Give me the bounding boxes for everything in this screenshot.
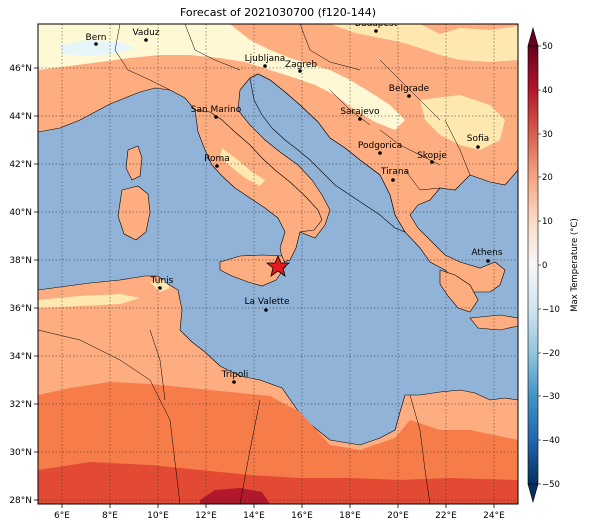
city-dot-athens [486,259,490,263]
city-dot-belgrade [407,94,411,98]
lon-tick-8e: 8°E [102,511,118,521]
cb-tick-20: 20 [542,173,553,183]
colorbar: 50 40 30 20 10 0 −10 −20 −30 −40 −50 Max… [527,26,580,504]
city-dot-vaduz [144,38,148,42]
cb-tick-40: 40 [542,86,553,96]
lon-tick-20e: 20°E [387,511,409,521]
city-label-san-marino: San Marino [191,105,242,115]
lat-tick-36n: 36°N [9,304,32,314]
city-label-sofia: Sofia [467,134,489,144]
city-dot-budapest [374,29,378,33]
tunisia-cool-band [150,280,170,292]
grid-lines [38,24,518,504]
city-dot-bern [94,42,98,46]
city-dot-tunis [158,286,162,290]
lon-tick-14e: 14°E [243,511,265,521]
lon-tick-16e: 16°E [291,511,313,521]
city-label-podgorica: Podgorica [358,141,402,151]
city-label-vaduz: Vaduz [132,28,159,38]
lat-tick-28n: 28°N [9,496,32,506]
cb-tick-minus50: −50 [542,480,560,490]
hungary-cool-band [330,24,518,62]
cb-tick-50: 50 [542,42,553,52]
city-dot-zagreb [298,69,302,73]
city-label-roma: Roma [204,154,230,164]
city-dot-san-marino [214,115,218,119]
sardinia-land [117,185,151,241]
city-label-budapest: Budapest [355,19,398,29]
city-label-bern: Bern [86,33,107,43]
city-dot-skopje [430,160,434,164]
city-dot-roma [215,164,219,168]
city-dot-sarajevo [358,117,362,121]
balkan-warm-patch [420,95,505,150]
map-title: Forecast of 2021030700 (f120-144) [179,6,377,19]
map-area: Bern Vaduz Budapest Ljubljana Zagreb Bel… [38,19,518,504]
lat-tick-44n: 44°N [9,112,32,122]
country-borders [38,24,471,504]
cb-tick-0: 0 [542,261,547,271]
city-dot-ljubljana [263,64,267,68]
greece-south-land [439,269,479,313]
lat-tick-38n: 38°N [9,256,32,266]
city-label-tripoli: Tripoli [221,370,249,380]
cb-tick-minus10: −10 [542,305,560,315]
lon-tick-6e: 6°E [54,511,70,521]
lon-tick-10e: 10°E [147,511,169,521]
lat-tick-40n: 40°N [9,208,32,218]
city-dot-podgorica [378,151,382,155]
city-dot-tirana [391,178,395,182]
axis-ticks [34,67,495,508]
lat-tick-labels: 46°N 44°N 42°N 40°N 38°N 36°N 34°N 32°N … [9,64,32,506]
city-label-tirana: Tirana [380,167,409,177]
city-dot-la-valette [264,308,268,312]
colorbar-gradient [527,45,539,485]
cb-tick-30: 30 [542,130,553,140]
city-label-zagreb: Zagreb [285,60,317,70]
cb-tick-minus30: −30 [542,392,560,402]
colorbar-min-arrow [527,483,539,504]
lat-tick-34n: 34°N [9,352,32,362]
city-label-skopje: Skopje [417,151,447,161]
city-label-sarajevo: Sarajevo [340,107,380,117]
adriatic-sea [249,73,406,233]
lon-tick-18e: 18°E [339,511,361,521]
cb-tick-minus40: −40 [542,436,560,446]
cb-tick-10: 10 [542,217,553,227]
city-dot-tripoli [232,380,236,384]
italy-land [194,109,323,263]
city-label-la-valette: La Valette [245,297,290,307]
corsica-land [125,145,143,181]
city-label-athens: Athens [471,248,502,258]
atlas-cool-band [38,294,140,308]
city-dot-sofia [476,145,480,149]
city-markers: Bern Vaduz Budapest Ljubljana Zagreb Bel… [86,19,503,384]
lat-tick-46n: 46°N [9,64,32,74]
cb-tick-minus20: −20 [542,349,560,359]
lon-tick-22e: 22°E [435,511,457,521]
colorbar-label: Max Temperature (°C) [570,218,580,312]
colorbar-max-arrow [527,26,539,47]
lon-tick-labels: 6°E 8°E 10°E 12°E 14°E 16°E 18°E 20°E 22… [54,511,505,521]
alps-cool-band [38,24,405,130]
lon-tick-24e: 24°E [483,511,505,521]
italy-cool-band [220,148,265,186]
city-label-tunis: Tunis [150,276,174,286]
city-label-ljubljana: Ljubljana [245,54,286,64]
city-label-belgrade: Belgrade [389,84,430,94]
aegean-sea [480,195,518,258]
location-star-marker [265,254,291,277]
lat-tick-42n: 42°N [9,160,32,170]
lat-tick-30n: 30°N [9,448,32,458]
lon-tick-12e: 12°E [195,511,217,521]
lat-tick-32n: 32°N [9,400,32,410]
map-frame [37,23,519,505]
